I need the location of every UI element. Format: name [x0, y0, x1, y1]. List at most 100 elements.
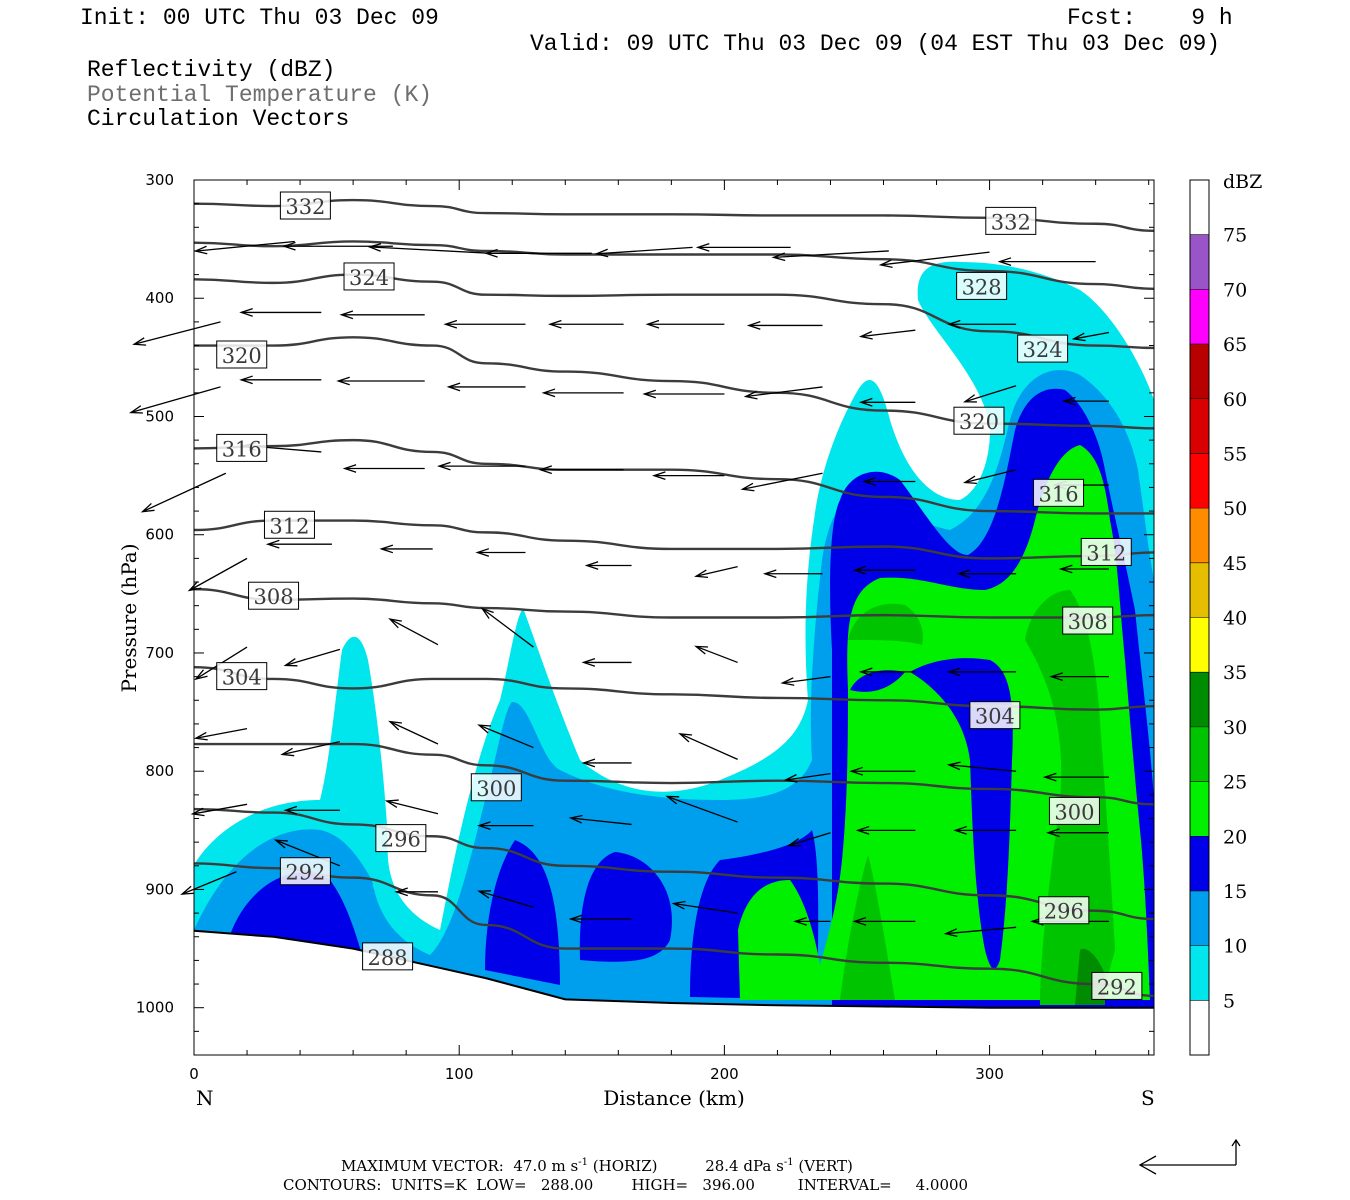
circulation-vector — [855, 825, 916, 835]
colorbar-label: 20 — [1223, 826, 1247, 848]
circulation-vector — [282, 241, 393, 251]
vector-head — [1046, 828, 1060, 838]
circulation-vector — [695, 243, 791, 252]
circulation-vector — [187, 557, 248, 592]
contour-label-text: 320 — [959, 410, 999, 434]
vector-head — [997, 257, 1012, 266]
reference-vector-icon — [1138, 1138, 1241, 1175]
y-axis-title: Pressure (hPa) — [117, 544, 141, 693]
vector-head — [388, 720, 402, 731]
colorbar-bin — [1190, 617, 1209, 673]
circulation-vector — [581, 758, 632, 768]
colorbar-bin — [1190, 562, 1209, 618]
contour-label-box — [216, 662, 268, 691]
contour-label-text: 332 — [285, 195, 325, 219]
circulation-vector — [852, 916, 916, 926]
circulation-vector — [862, 477, 916, 486]
vector-head — [480, 607, 494, 619]
vector-head — [762, 569, 777, 579]
circulation-vector — [642, 389, 725, 399]
vector-head — [878, 259, 893, 268]
vector-head — [283, 805, 298, 815]
circulation-vector — [793, 916, 831, 926]
vector-head — [671, 900, 686, 910]
circulation-vector — [584, 561, 632, 570]
circulation-vector — [547, 319, 624, 329]
circulation-vector — [645, 319, 725, 329]
colorbar-label: 75 — [1223, 225, 1247, 247]
vector-head — [239, 375, 253, 385]
y-tick-label: 300 — [145, 171, 174, 189]
x-end-north: N — [196, 1086, 214, 1110]
vector-head — [336, 376, 350, 386]
circulation-vector — [280, 741, 340, 757]
theta-contour-316 — [194, 438, 1154, 515]
colorbar-label: 10 — [1223, 936, 1247, 958]
vector-shaft — [369, 246, 492, 254]
colorbar-bin — [1190, 781, 1209, 837]
vector-head — [786, 838, 801, 847]
vector-shaft — [130, 386, 221, 414]
contour-label-box — [216, 433, 268, 462]
contour-label-box — [969, 701, 1021, 730]
theta-contour-300 — [194, 742, 1154, 806]
contour-label-text: 304 — [222, 666, 262, 690]
vector-shaft — [478, 890, 534, 908]
vector-head — [581, 758, 596, 768]
contour-label-text: 324 — [1023, 338, 1063, 362]
contour-label-box — [1048, 796, 1100, 825]
vector-head — [946, 667, 961, 677]
x-axis-title: Distance (km) — [603, 1086, 745, 1110]
field-reflectivity: Reflectivity (dBZ) — [87, 57, 336, 83]
colorbar-label: 30 — [1223, 717, 1247, 739]
contour-label-box — [279, 857, 331, 886]
circulation-vector — [477, 890, 534, 908]
vector-head — [642, 389, 656, 399]
vector-head — [1049, 672, 1063, 682]
vector-head — [962, 475, 977, 485]
contour-label: 296 — [1038, 896, 1090, 925]
vector-head — [1058, 564, 1073, 574]
circulation-vector — [694, 566, 738, 579]
contour-label-box — [1080, 537, 1132, 566]
colorbar-bin — [1190, 508, 1209, 563]
contour-label: 288 — [362, 942, 414, 971]
circulation-vector — [581, 658, 632, 667]
vector-shaft — [788, 832, 831, 847]
contour-label: 320 — [216, 340, 268, 369]
contour-label-box — [953, 406, 1005, 435]
circulation-vector — [694, 645, 738, 664]
vector-head — [476, 821, 491, 830]
vector-head — [384, 799, 399, 808]
x-axis: 0 100 200 300 — [189, 180, 1150, 1083]
colorbar-label: 25 — [1223, 772, 1247, 794]
circulation-vector — [283, 648, 341, 667]
contour-info: CONTOURS: UNITS=K LOW= 288.00 HIGH= 396.… — [283, 1176, 969, 1194]
contour-label: 316 — [216, 433, 268, 462]
vector-shaft — [386, 800, 439, 815]
field-circulation-vectors: Circulation Vectors — [87, 106, 350, 132]
vector-head — [943, 928, 958, 938]
circulation-vector — [568, 914, 632, 924]
colorbar-bin — [1190, 453, 1209, 509]
colorbar-label: 15 — [1223, 881, 1247, 903]
circulation-vector — [946, 667, 1017, 677]
contour-label-text: 332 — [991, 210, 1031, 234]
contour-label: 324 — [1017, 334, 1069, 363]
circulation-vector — [388, 618, 439, 646]
vector-shaft — [1073, 331, 1110, 340]
vector-head — [946, 761, 961, 771]
valid-time: Valid: 09 UTC Thu 03 Dec 09 (04 EST Thu … — [530, 31, 1221, 57]
vector-head — [858, 397, 873, 407]
contour-label-text: 288 — [368, 946, 408, 970]
max-vector-label: MAXIMUM VECTOR: — [341, 1157, 504, 1175]
vector-shaft — [181, 871, 237, 895]
vector-head — [283, 658, 298, 667]
vector-head — [855, 825, 870, 835]
colorbar-bin — [1190, 398, 1209, 454]
vector-head — [394, 887, 408, 897]
circulation-vector — [265, 539, 332, 549]
theta-contour-312 — [194, 519, 1154, 560]
colorbar-bin — [1190, 344, 1209, 399]
